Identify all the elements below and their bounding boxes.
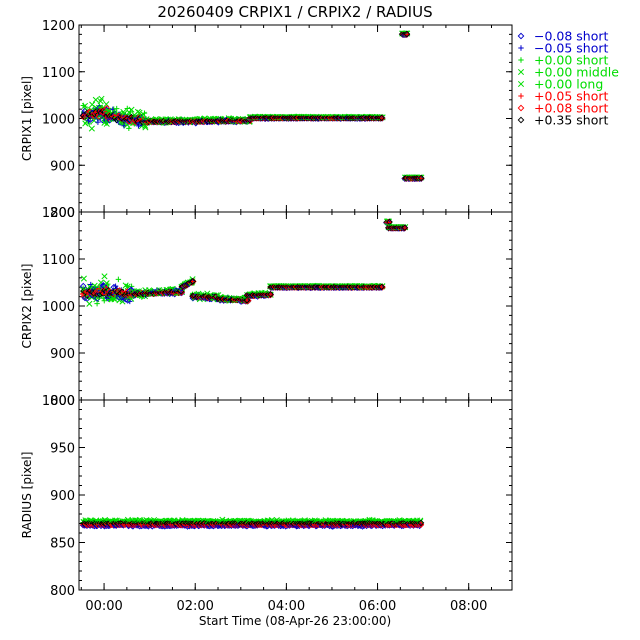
y-tick-label: 900 xyxy=(50,489,75,504)
x-tick-label: 00:00 xyxy=(85,599,122,614)
legend-item: +0.35 short xyxy=(517,113,609,128)
panel-radius: 800 850 900 950 1000 RADIUS [pixel] xyxy=(20,394,513,599)
x-tick-label: 04:00 xyxy=(268,599,305,614)
data-point xyxy=(378,114,385,122)
chart-title: 20260409 CRPIX1 / CRPIX2 / RADIUS xyxy=(157,3,432,21)
data-point xyxy=(103,101,110,108)
legend-marker xyxy=(518,93,524,99)
y-axis-label-crpix1: CRPIX1 [pixel] xyxy=(20,76,34,161)
legend-marker xyxy=(517,32,525,40)
data-point xyxy=(142,124,149,131)
legend-marker xyxy=(517,68,525,76)
y-tick-label: 800 xyxy=(50,394,75,409)
panel-crpix1: 800 900 1000 1100 1200 CRPIX1 [pixel] xyxy=(20,19,513,221)
data-point xyxy=(115,276,122,283)
y-tick-label: 1100 xyxy=(42,253,75,268)
y-tick-label: 800 xyxy=(50,584,75,599)
y-tick-label: 800 xyxy=(50,206,75,221)
data-point xyxy=(113,105,120,112)
y-tick-label: 1200 xyxy=(42,206,75,221)
points-radius xyxy=(79,516,425,530)
data-point xyxy=(101,273,108,280)
x-tick-label: 06:00 xyxy=(359,599,396,614)
data-point xyxy=(136,109,143,116)
data-point xyxy=(403,30,411,38)
points-crpix1 xyxy=(79,30,425,182)
y-tick-label: 850 xyxy=(50,537,75,552)
data-point xyxy=(88,281,94,288)
legend-marker xyxy=(517,104,525,112)
data-point xyxy=(105,281,111,287)
data-point xyxy=(97,98,104,105)
y-axis-label-crpix2: CRPIX2 [pixel] xyxy=(20,264,34,349)
data-point xyxy=(103,280,110,287)
data-point xyxy=(86,121,92,127)
data-point xyxy=(86,300,93,307)
y-tick-label: 950 xyxy=(50,442,75,457)
points-crpix2 xyxy=(79,218,409,307)
data-point xyxy=(141,110,148,116)
legend-marker xyxy=(518,45,524,51)
y-axis-label-radius: RADIUS [pixel] xyxy=(20,452,34,539)
data-point xyxy=(127,109,134,115)
x-tick-label: 02:00 xyxy=(176,599,213,614)
data-point xyxy=(417,174,425,182)
y-tick-label: 1000 xyxy=(42,113,75,128)
panel-crpix2: 800 900 1000 1100 1200 CRPIX2 [pixel] xyxy=(20,206,513,409)
data-point xyxy=(126,125,132,132)
data-point xyxy=(80,275,87,282)
legend-marker xyxy=(518,57,524,63)
legend: −0.08 short−0.05 short+0.00 short+0.00 m… xyxy=(517,29,619,128)
legend-marker xyxy=(517,116,525,124)
y-tick-label: 1200 xyxy=(42,19,75,34)
data-point xyxy=(95,119,101,125)
y-tick-label: 900 xyxy=(50,347,75,362)
y-tick-label: 1000 xyxy=(42,300,75,315)
x-tick-label: 08:00 xyxy=(450,599,487,614)
plot-frame xyxy=(78,399,513,591)
data-point xyxy=(92,96,99,103)
legend-label: +0.35 short xyxy=(534,113,609,128)
y-tick-label: 1100 xyxy=(42,66,75,81)
y-tick-label: 900 xyxy=(50,159,75,174)
plot-frame xyxy=(78,211,513,401)
data-point xyxy=(94,300,100,307)
data-point xyxy=(120,122,127,128)
data-point xyxy=(88,125,95,132)
y-tick-label: 1000 xyxy=(42,394,75,409)
x-axis-label: Start Time (08-Apr-26 23:00:00) xyxy=(199,614,391,628)
legend-marker xyxy=(517,80,525,88)
